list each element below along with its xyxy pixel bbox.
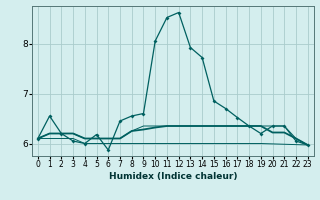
X-axis label: Humidex (Indice chaleur): Humidex (Indice chaleur) (108, 172, 237, 181)
